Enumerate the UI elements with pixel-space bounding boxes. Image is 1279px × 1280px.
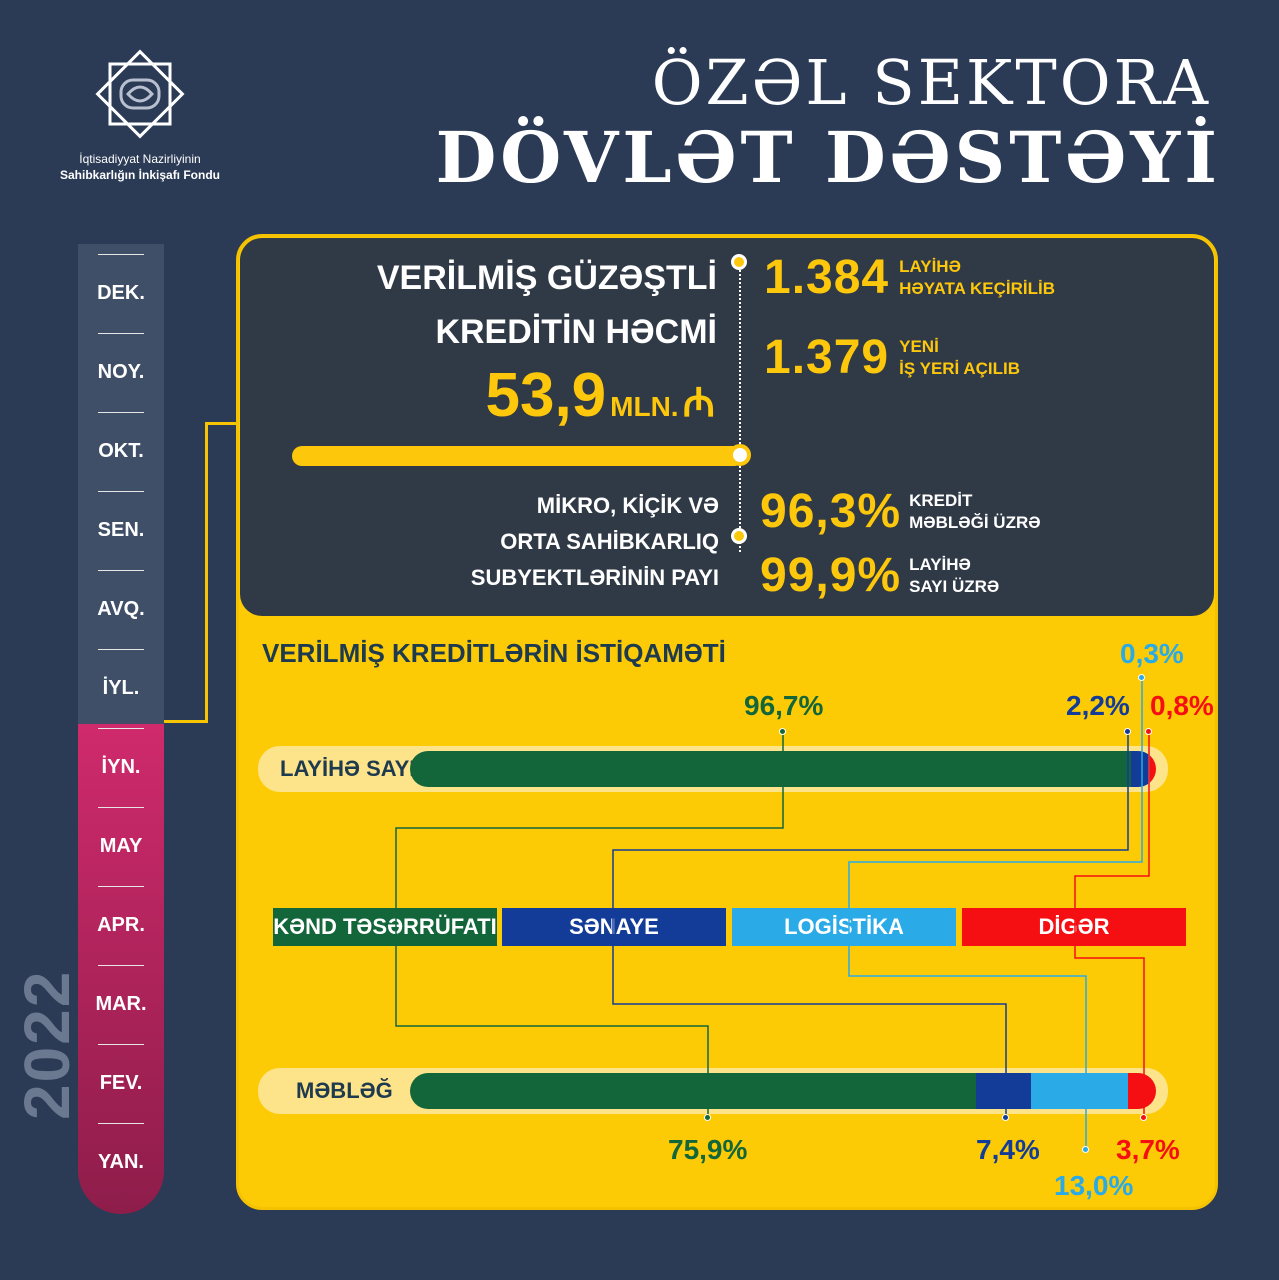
- year-label: 2022: [11, 969, 83, 1120]
- timeline-month: MAR.: [95, 993, 147, 1015]
- legend-logistics-label: LOGİSTİKA: [784, 914, 904, 939]
- timeline-tick: [98, 1123, 144, 1124]
- loan-label-line1: VERİLMİŞ GÜZƏŞTLİ: [376, 259, 717, 297]
- pct-amount-other: 3,7%: [1116, 1134, 1180, 1165]
- timeline-tick: [98, 570, 144, 571]
- dot-projects-agri: [779, 728, 786, 735]
- sme-projects-label2: SAYI ÜZRƏ: [909, 576, 1000, 596]
- fund-logo: [95, 49, 185, 139]
- sme-credit-label2: MƏBLƏĞİ ÜZRƏ: [909, 512, 1041, 532]
- timeline-month: SEN.: [97, 519, 145, 541]
- loan-amount-unit: MLN.: [610, 391, 679, 422]
- timeline-month: OKT.: [98, 440, 144, 462]
- bar-segment-other: [1150, 751, 1156, 787]
- row-amount-label: MƏBLƏĞ: [296, 1078, 393, 1103]
- timeline-month: DEK.: [97, 282, 145, 304]
- org-name-line2: Sahibkarlığın İnkişafı Fondu: [59, 168, 221, 182]
- bar-segment-agriculture: [410, 751, 1132, 787]
- title-line2: DÖVLƏT DƏSTƏYİ: [435, 116, 1221, 199]
- pct-amount-logistics: 13,0%: [1054, 1170, 1134, 1201]
- bar-segment-logistics: [1031, 1073, 1129, 1109]
- dotted-divider: [739, 262, 741, 552]
- stat-projects: 1.384 LAYİHƏ HƏYATA KEÇİRİLİB: [764, 250, 1055, 305]
- timeline-month: APR.: [97, 914, 145, 936]
- timeline-month: AVQ.: [97, 598, 145, 620]
- stat-dot-1: [731, 254, 747, 270]
- legend-agriculture: KƏND TƏSƏRRÜFATI: [273, 908, 497, 946]
- legend-agriculture-label: KƏND TƏSƏRRÜFATI: [273, 914, 497, 939]
- loan-amount-value: 53,9: [485, 361, 607, 430]
- sme-credit: 96,3% KREDİT MƏBLƏĞİ ÜZRƏ: [760, 484, 1041, 539]
- sme-projects-value: 99,9%: [760, 549, 902, 602]
- connector: [164, 720, 208, 723]
- timeline-tick: [98, 807, 144, 808]
- timeline-tick: [98, 412, 144, 413]
- dot-amount-agri: [704, 1114, 711, 1121]
- sme-label-line2: ORTA SAHİBKARLIQ: [500, 529, 719, 554]
- row-projects-label: LAYİHƏ SAYI: [280, 756, 416, 781]
- loan-amount: 53,9 MLN. ₼: [485, 360, 715, 431]
- sme-projects: 99,9% LAYİHƏ SAYI ÜZRƏ: [760, 548, 999, 603]
- legend-logistics: LOGİSTİKA: [732, 908, 956, 946]
- sme-label-line1: MİKRO, KİÇİK VƏ: [536, 493, 719, 518]
- org-name-line1: İqtisadiyyat Nazirliyinin: [79, 152, 201, 166]
- bar-segment-industry: [1131, 751, 1148, 787]
- dot-amount-industry: [1002, 1114, 1009, 1121]
- timeline-month: MAY: [99, 835, 143, 857]
- dark-summary-card: [240, 238, 1214, 616]
- legend-industry-label: SƏNAYE: [569, 914, 659, 939]
- timeline-tick: [98, 965, 144, 966]
- timeline-tick: [98, 491, 144, 492]
- loan-progress-bar: [292, 446, 744, 466]
- loan-progress-knob: [729, 444, 751, 466]
- dot-projects-logistics: [1138, 674, 1145, 681]
- sme-credit-label1: KREDİT: [909, 490, 973, 510]
- dot-projects-other: [1145, 728, 1152, 735]
- sme-projects-label1: LAYİHƏ: [909, 554, 971, 574]
- stat-projects-label1: LAYİHƏ: [899, 256, 961, 276]
- dot-amount-logistics: [1082, 1146, 1089, 1153]
- title-line1: ÖZƏL SEKTORA: [651, 46, 1211, 119]
- stat-jobs-label1: YENİ: [899, 336, 939, 356]
- stat-jobs: 1.379 YENİ İŞ YERİ AÇILIB: [764, 330, 1020, 385]
- legend-other-label: DİGƏR: [1038, 914, 1110, 939]
- sme-label: MİKRO, KİÇİK VƏ ORTA SAHİBKARLIQ SUBYEKT…: [471, 488, 719, 596]
- timeline-tick: [98, 1044, 144, 1045]
- timeline-tick: [98, 649, 144, 650]
- sme-label-line3: SUBYEKTLƏRİNİN PAYI: [470, 565, 719, 590]
- pct-amount-industry: 7,4%: [976, 1134, 1040, 1165]
- pct-projects-logistics: 0,3%: [1120, 638, 1184, 669]
- stat-jobs-value: 1.379: [764, 331, 890, 384]
- stat-projects-value: 1.384: [764, 251, 890, 304]
- legend-industry: SƏNAYE: [502, 908, 726, 946]
- direction-heading: VERİLMİŞ KREDİTLƏRİN İSTİQAMƏTİ: [262, 638, 726, 668]
- pct-projects-other: 0,8%: [1150, 690, 1214, 721]
- stat-projects-label2: HƏYATA KEÇİRİLİB: [899, 278, 1056, 298]
- stat-dot-2: [731, 528, 747, 544]
- timeline-month: YAN.: [98, 1151, 144, 1173]
- manat-icon: ₼: [682, 381, 715, 425]
- pct-amount-agri: 75,9%: [668, 1134, 748, 1165]
- timeline-tube: [78, 244, 164, 1214]
- timeline-month: NOY.: [97, 361, 145, 383]
- legend-other: DİGƏR: [962, 908, 1186, 946]
- bar-segment-industry: [976, 1073, 1032, 1109]
- row-projects-bar: [410, 751, 1156, 787]
- pct-projects-industry: 2,2%: [1066, 690, 1130, 721]
- sme-credit-value: 96,3%: [760, 485, 902, 538]
- timeline-tick: [98, 254, 144, 255]
- dot-projects-industry: [1124, 728, 1131, 735]
- timeline-tick: [98, 728, 144, 729]
- timeline-tick: [98, 333, 144, 334]
- pct-projects-agri: 96,7%: [744, 690, 824, 721]
- dot-amount-other: [1140, 1114, 1147, 1121]
- loan-label-line2: KREDİTİN HƏCMİ: [435, 313, 717, 351]
- stat-jobs-label2: İŞ YERİ AÇILIB: [899, 358, 1021, 378]
- timeline-month: İYN.: [101, 756, 141, 778]
- timeline-month: FEV.: [99, 1072, 143, 1094]
- bar-segment-agriculture: [410, 1073, 977, 1109]
- timeline-tick: [98, 886, 144, 887]
- row-amount-bar: [410, 1073, 1156, 1109]
- timeline-month: İYL.: [102, 677, 140, 699]
